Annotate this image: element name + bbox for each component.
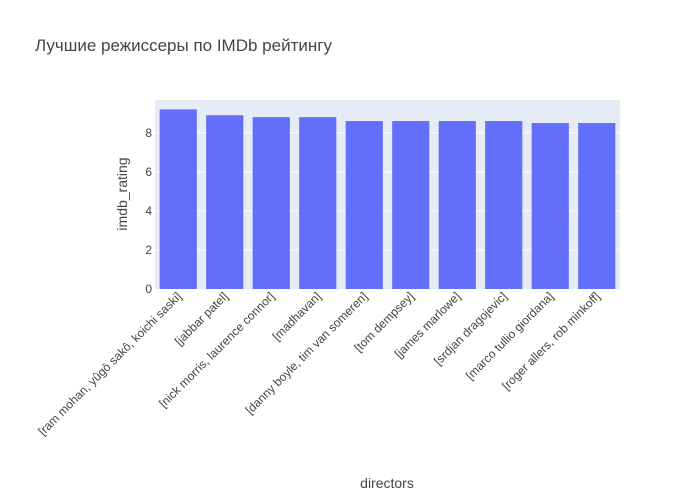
y-tick-label: 0 — [145, 282, 152, 296]
x-tick-label: [roger allers, rob minkoff] — [499, 289, 603, 393]
bar — [578, 123, 616, 290]
x-tick-label: [marco tullio giordana] — [463, 289, 556, 382]
bar — [159, 109, 197, 289]
y-tick-label: 6 — [145, 165, 152, 179]
x-axis-title: directors — [360, 475, 414, 491]
y-tick-label: 8 — [145, 126, 152, 140]
bar — [206, 115, 244, 289]
bars — [159, 109, 616, 290]
y-tick-label: 2 — [145, 243, 152, 257]
x-tick-labels: [ram mohan, yûgô sakô, koichi saski][jab… — [35, 289, 603, 438]
y-tick-label: 4 — [145, 204, 152, 218]
bar — [252, 117, 290, 289]
x-tick-label: [ram mohan, yûgô sakô, koichi saski] — [35, 289, 184, 438]
chart-title: Лучшие режиссеры по IMDb рейтингу — [35, 36, 332, 55]
bar — [438, 121, 476, 289]
bar — [485, 121, 523, 289]
bar — [392, 121, 430, 289]
y-axis-title: imdb_rating — [114, 157, 130, 230]
bar — [345, 121, 383, 289]
y-tick-labels: 0 2 4 6 8 — [145, 126, 152, 296]
bar — [531, 123, 569, 290]
bar — [299, 117, 337, 289]
